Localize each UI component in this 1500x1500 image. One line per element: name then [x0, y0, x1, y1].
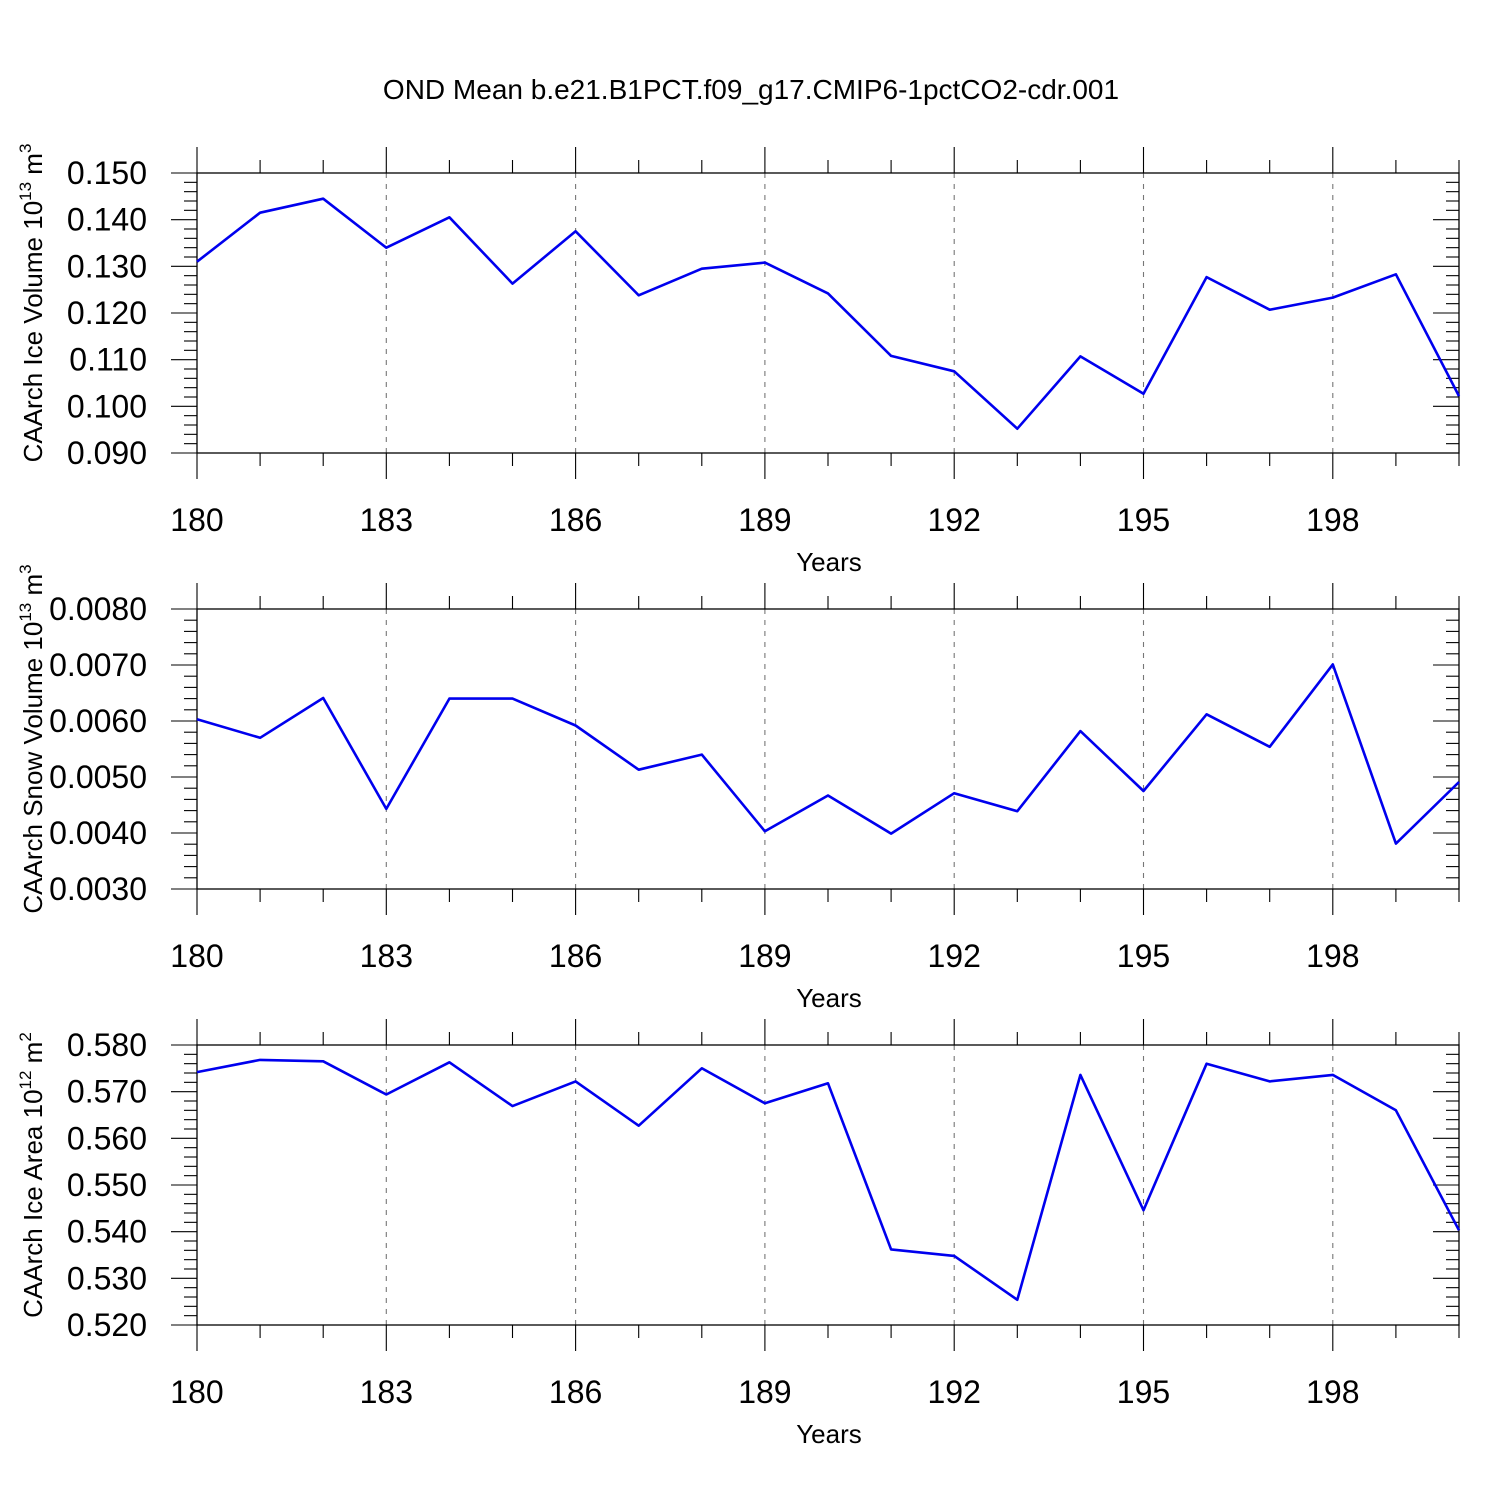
figure-title: OND Mean b.e21.B1PCT.f09_g17.CMIP6-1pctC…	[383, 74, 1119, 105]
y-tick-label: 0.570	[67, 1074, 147, 1110]
x-tick-label: 189	[738, 938, 791, 974]
y-tick-label: 0.540	[67, 1214, 147, 1250]
y-tick-label: 0.0050	[49, 759, 147, 795]
x-tick-label: 195	[1117, 1374, 1170, 1410]
y-axis-label-main: CAArch Snow Volume 10	[18, 622, 48, 914]
plot-frame	[196, 1044, 1460, 1326]
y-tick-label: 0.110	[69, 342, 147, 378]
y-tick-label: 0.550	[67, 1167, 147, 1203]
y-tick-label: 0.140	[67, 202, 147, 238]
y-tick-label: 0.520	[67, 1307, 147, 1343]
y-tick-label: 0.0070	[49, 647, 147, 683]
x-tick-label: 195	[1117, 502, 1170, 538]
x-tick-label: 180	[170, 502, 223, 538]
panels: 180 183 186 189 192 195 198 Years 0.090 0.100 0.11…	[16, 144, 1461, 1449]
series-line	[196, 663, 1460, 845]
plot-frame	[196, 172, 1460, 454]
y-axis-label-unit: m	[18, 574, 48, 603]
x-axis-label: Years	[796, 1419, 862, 1449]
series-line	[196, 197, 1461, 431]
panel-1: 180 183 186 189 192 195 198 Years 0.090 0.100 0.11…	[16, 144, 1461, 577]
x-tick-label: 198	[1306, 502, 1359, 538]
x-tick-label: 192	[928, 938, 981, 974]
y-axis-label-unit: m	[18, 153, 48, 182]
y-tick-label: 0.120	[67, 295, 147, 331]
y-axis-label-exponent: 12	[16, 1071, 35, 1090]
y-tick-label: 0.560	[67, 1120, 147, 1156]
x-tick-label: 198	[1306, 1374, 1359, 1410]
x-tick-label: 180	[170, 938, 223, 974]
series-line	[196, 1058, 1461, 1302]
x-tick-label: 186	[549, 938, 602, 974]
panel-2: 180 183 186 189 192 195 198 Years 0.0030 0.0040 0.…	[16, 564, 1460, 1013]
x-tick-label: 198	[1306, 938, 1359, 974]
y-tick-label: 0.580	[67, 1027, 147, 1063]
y-axis-label-exponent: 13	[16, 603, 35, 622]
y-axis-label: CAArch Ice Area 1012 m2	[16, 1032, 48, 1318]
y-tick-label: 0.130	[67, 248, 147, 284]
y-tick-label: 0.100	[67, 388, 147, 424]
y-axis-label-unit: m	[18, 1042, 48, 1071]
x-tick-label: 180	[170, 1374, 223, 1410]
y-tick-label: 0.530	[67, 1260, 147, 1296]
y-tick-label: 0.0080	[49, 591, 147, 627]
x-tick-label: 186	[549, 502, 602, 538]
y-tick-label: 0.0040	[49, 815, 147, 851]
x-tick-label: 183	[360, 502, 413, 538]
y-axis-label-unit-exponent: 3	[16, 564, 35, 573]
panel-3: 180 183 186 189 192 195 198 Years 0.520 0.530 0.54…	[16, 1019, 1461, 1449]
y-axis-label: CAArch Snow Volume 1013 m3	[16, 564, 48, 913]
x-tick-label: 183	[360, 1374, 413, 1410]
y-tick-label: 0.0030	[49, 871, 147, 907]
y-axis-label-unit-exponent: 3	[16, 144, 35, 153]
x-tick-label: 189	[738, 1374, 791, 1410]
y-axis-label-main: CAArch Ice Area 10	[18, 1089, 48, 1317]
y-tick-label: 0.150	[67, 155, 147, 191]
x-tick-label: 195	[1117, 938, 1170, 974]
y-tick-label: 0.090	[67, 435, 147, 471]
y-axis-label-unit-exponent: 2	[16, 1032, 35, 1041]
y-axis-label-exponent: 13	[16, 182, 35, 201]
y-axis-label-main: CAArch Ice Volume 10	[18, 201, 48, 463]
x-axis-label: Years	[796, 547, 862, 577]
x-tick-label: 186	[549, 1374, 602, 1410]
x-tick-label: 192	[928, 1374, 981, 1410]
y-axis-label: CAArch Ice Volume 1013 m3	[16, 144, 48, 463]
plot-frame	[196, 608, 1460, 890]
x-tick-label: 183	[360, 938, 413, 974]
y-tick-label: 0.0060	[49, 703, 147, 739]
x-axis-label: Years	[796, 983, 862, 1013]
x-tick-label: 192	[928, 502, 981, 538]
x-tick-label: 189	[738, 502, 791, 538]
